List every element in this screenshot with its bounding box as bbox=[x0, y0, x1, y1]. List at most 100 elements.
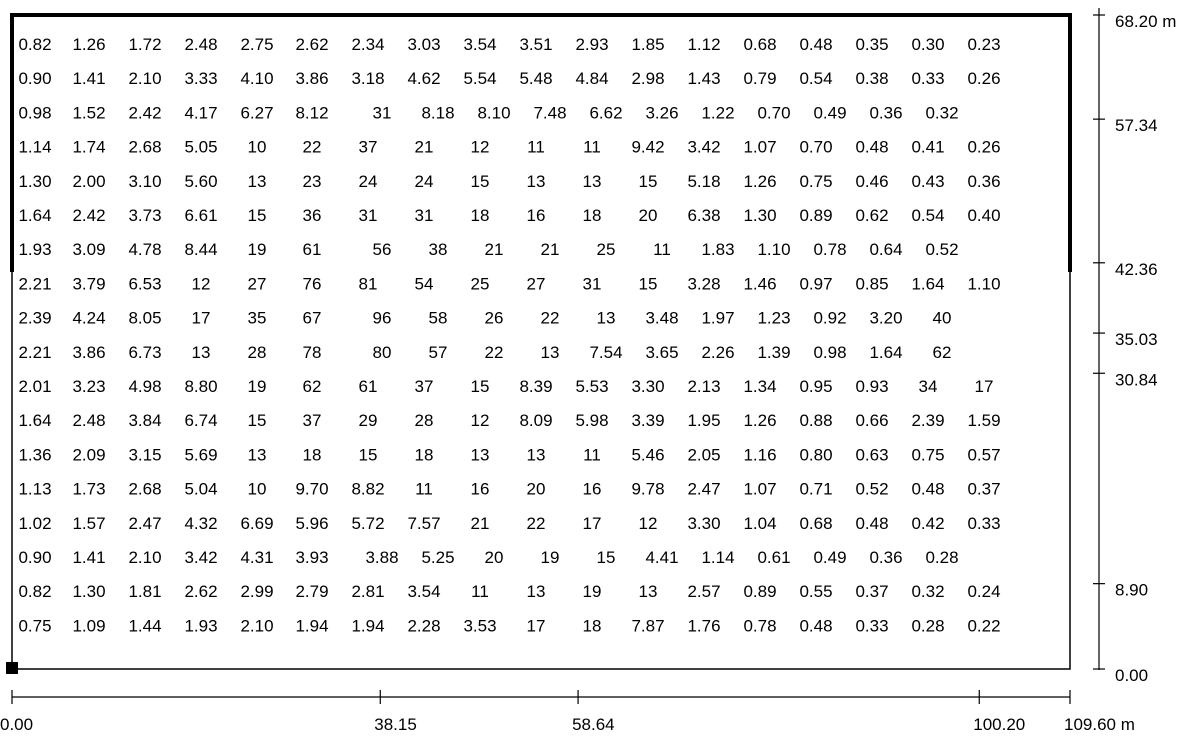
vertical-dimension-label: 57.34 bbox=[1115, 116, 1158, 135]
grid-value: 6.53 bbox=[128, 274, 161, 293]
grid-value: 15 bbox=[597, 548, 616, 567]
grid-value: 3.39 bbox=[631, 411, 664, 430]
grid-value: 15 bbox=[639, 274, 658, 293]
grid-value: 2.75 bbox=[240, 35, 273, 54]
grid-value: 0.61 bbox=[757, 548, 790, 567]
grid-value: 11 bbox=[583, 138, 601, 157]
grid-value: 3.65 bbox=[645, 343, 678, 362]
grid-value: 1.26 bbox=[743, 411, 776, 430]
grid-value: 0.42 bbox=[911, 514, 944, 533]
grid-value: 4.10 bbox=[240, 69, 273, 88]
grid-value: 28 bbox=[248, 343, 267, 362]
grid-value: 0.22 bbox=[967, 616, 1000, 635]
grid-value: 8.10 bbox=[477, 103, 510, 122]
grid-value: 4.84 bbox=[575, 69, 608, 88]
grid-value: 1.07 bbox=[743, 138, 776, 157]
vertical-dimension-label: 0.00 bbox=[1115, 666, 1148, 685]
grid-value: 0.35 bbox=[855, 35, 888, 54]
grid-value: 1.83 bbox=[701, 240, 734, 259]
grid-value: 13 bbox=[471, 445, 490, 464]
grid-value: 0.68 bbox=[799, 514, 832, 533]
grid-value: 1.23 bbox=[757, 309, 790, 328]
grid-value: 0.93 bbox=[855, 377, 888, 396]
grid-value: 6.38 bbox=[687, 206, 720, 225]
grid-value: 1.94 bbox=[295, 616, 328, 635]
room-wall-heavy bbox=[10, 13, 1072, 272]
vertical-dimension-label: 8.90 bbox=[1115, 581, 1148, 600]
grid-value: 8.44 bbox=[184, 240, 217, 259]
grid-value: 80 bbox=[373, 343, 392, 362]
grid-value: 7.48 bbox=[533, 103, 566, 122]
grid-value: 19 bbox=[248, 377, 267, 396]
grid-value: 0.28 bbox=[925, 548, 958, 567]
grid-value: 2.42 bbox=[72, 206, 105, 225]
grid-value: 3.10 bbox=[128, 172, 161, 191]
vertical-dimension-label: 42.36 bbox=[1115, 260, 1158, 279]
grid-value: 1.41 bbox=[72, 548, 105, 567]
grid-value: 3.51 bbox=[519, 35, 552, 54]
grid-value: 13 bbox=[192, 343, 211, 362]
grid-value: 0.33 bbox=[855, 616, 888, 635]
grid-value: 11 bbox=[471, 582, 489, 601]
grid-value: 13 bbox=[597, 309, 616, 328]
grid-value: 0.54 bbox=[799, 69, 832, 88]
grid-value: 17 bbox=[527, 616, 546, 635]
grid-value: 1.39 bbox=[757, 343, 790, 362]
grid-value: 4.78 bbox=[128, 240, 161, 259]
grid-value: 0.98 bbox=[813, 343, 846, 362]
grid-value: 0.49 bbox=[813, 548, 846, 567]
grid-value: 0.80 bbox=[799, 445, 832, 464]
grid-value: 1.26 bbox=[72, 35, 105, 54]
grid-value: 31 bbox=[415, 206, 434, 225]
grid-value: 0.37 bbox=[967, 480, 1000, 499]
grid-value: 18 bbox=[415, 445, 434, 464]
grid-value: 1.36 bbox=[18, 445, 51, 464]
grid-value: 2.10 bbox=[128, 69, 161, 88]
grid-value: 2.62 bbox=[184, 582, 217, 601]
grid-value: 0.26 bbox=[967, 69, 1000, 88]
grid-value: 5.54 bbox=[463, 69, 496, 88]
grid-value: 0.38 bbox=[855, 69, 888, 88]
grid-value: 17 bbox=[192, 309, 211, 328]
grid-value: 12 bbox=[471, 138, 490, 157]
grid-value: 0.89 bbox=[743, 582, 776, 601]
grid-value: 12 bbox=[639, 514, 658, 533]
grid-value: 0.92 bbox=[813, 309, 846, 328]
grid-value: 27 bbox=[248, 274, 267, 293]
grid-value: 0.36 bbox=[967, 172, 1000, 191]
grid-value: 0.43 bbox=[911, 172, 944, 191]
grid-value: 1.72 bbox=[128, 35, 161, 54]
grid-value: 21 bbox=[471, 514, 490, 533]
grid-value: 57 bbox=[429, 343, 448, 362]
grid-value: 0.52 bbox=[925, 240, 958, 259]
grid-value: 27 bbox=[527, 274, 546, 293]
grid-value: 1.10 bbox=[967, 274, 1000, 293]
grid-value: 2.47 bbox=[687, 480, 720, 499]
vertical-dimension-label: 68.20 m bbox=[1115, 12, 1176, 31]
grid-value: 1.64 bbox=[18, 206, 51, 225]
grid-value: 3.53 bbox=[463, 616, 496, 635]
grid-value: 2.57 bbox=[687, 582, 720, 601]
grid-value: 21 bbox=[541, 240, 560, 259]
grid-value: 0.63 bbox=[855, 445, 888, 464]
grid-value: 5.46 bbox=[631, 445, 664, 464]
grid-value: 96 bbox=[373, 309, 392, 328]
grid-value: 0.36 bbox=[869, 548, 902, 567]
grid-value: 0.28 bbox=[911, 616, 944, 635]
grid-value: 0.89 bbox=[799, 206, 832, 225]
grid-value: 81 bbox=[359, 274, 378, 293]
grid-value: 9.78 bbox=[631, 480, 664, 499]
grid-value: 0.85 bbox=[855, 274, 888, 293]
grid-value: 1.81 bbox=[128, 582, 161, 601]
grid-value: 9.42 bbox=[631, 138, 664, 157]
grid-value: 0.57 bbox=[967, 445, 1000, 464]
grid-value: 35 bbox=[248, 309, 267, 328]
grid-value: 12 bbox=[471, 411, 490, 430]
grid-value: 1.02 bbox=[18, 514, 51, 533]
grid-value: 0.64 bbox=[869, 240, 902, 259]
grid-value: 0.48 bbox=[799, 35, 832, 54]
grid-value: 0.97 bbox=[799, 274, 832, 293]
grid-value: 21 bbox=[485, 240, 504, 259]
grid-value: 40 bbox=[933, 309, 952, 328]
